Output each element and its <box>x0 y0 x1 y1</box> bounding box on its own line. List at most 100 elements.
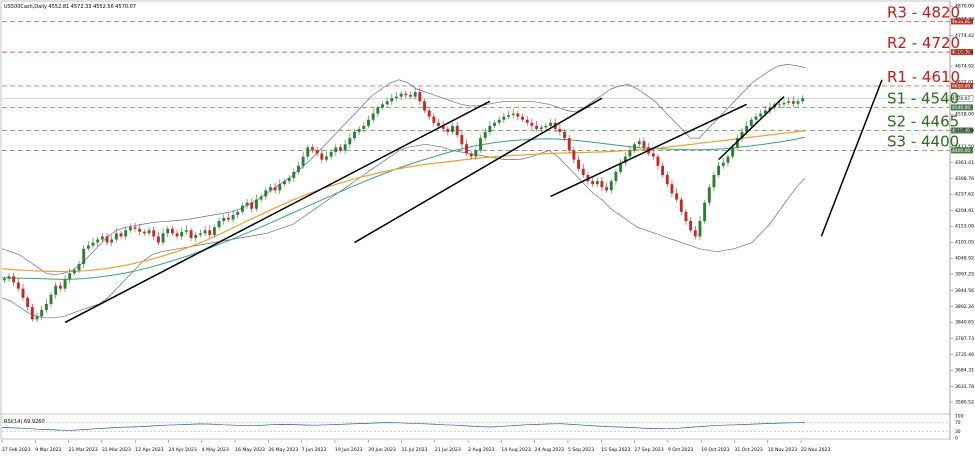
level-label: S2 - 4465 <box>887 112 959 130</box>
moving-average-orange <box>1 130 806 273</box>
y-tick-label: 3631.78 <box>955 384 974 390</box>
candle-body <box>138 228 142 232</box>
rsi-label: RSI(14) 69.9260 <box>4 419 45 425</box>
y-tick-label: 4204.91 <box>955 208 974 214</box>
candle-body <box>254 199 258 209</box>
candle-body <box>563 131 567 139</box>
trendline <box>718 96 785 161</box>
candle-body <box>642 141 646 148</box>
candle-body <box>717 165 721 175</box>
rsi-line <box>1 422 806 431</box>
candle-body <box>264 190 268 197</box>
candle-body <box>684 211 688 222</box>
candle-body <box>156 236 160 243</box>
candle-body <box>465 144 468 154</box>
candle-body <box>44 303 48 311</box>
x-tick-label: 29 Jun 2023 <box>368 447 396 453</box>
candle-body <box>91 242 95 246</box>
y-tick-label: 3735.46 <box>955 352 974 358</box>
moving-average-teal <box>2 136 806 280</box>
bollinger-lower <box>1 143 806 319</box>
candle-body <box>175 233 179 237</box>
candle-body <box>605 187 609 191</box>
y-tick-label: 4465.09 <box>955 128 974 134</box>
level-price-tag <box>951 104 973 111</box>
rsi-tick-label: 30 <box>955 429 961 435</box>
y-tick-label: 4721.51 <box>955 49 974 55</box>
y-tick-label: 3684.31 <box>955 368 974 374</box>
candle-body <box>460 135 464 145</box>
candle-body <box>572 150 576 160</box>
x-tick-label: 24 Apr 2023 <box>168 447 196 453</box>
candle-body <box>301 156 305 166</box>
candle-body <box>250 202 254 209</box>
candle-body <box>283 181 286 185</box>
candle-body <box>147 230 151 234</box>
candle-body <box>208 230 212 235</box>
candle-body <box>516 113 520 117</box>
candle-body <box>278 184 282 191</box>
candle-body <box>16 282 20 289</box>
candle-body <box>194 234 198 238</box>
candle-body <box>530 122 534 126</box>
x-tick-label: 24 Aug 2023 <box>535 447 565 453</box>
chart-header: US500Cash,Daily 4552.81 4572.33 4552.56 … <box>4 4 136 10</box>
candle-body <box>633 144 637 151</box>
candle-body <box>707 187 711 203</box>
y-tick-label: 4361.41 <box>955 160 974 166</box>
candle-body <box>371 113 375 120</box>
level-label: R1 - 4610 <box>887 68 960 86</box>
y-tick-label: 3997.25 <box>955 272 974 278</box>
candle-body <box>740 131 744 139</box>
candle-body <box>114 233 118 240</box>
x-tick-label: 9 Oct 2023 <box>668 447 694 453</box>
candle-body <box>628 150 632 157</box>
candle-body <box>2 278 6 281</box>
candle-body <box>203 230 207 234</box>
candle-body <box>488 125 492 132</box>
candle-body <box>539 127 543 129</box>
rsi-tick-label: 100 <box>955 414 964 420</box>
candle-body <box>315 150 319 154</box>
candle-body <box>49 294 53 304</box>
candle-body <box>385 101 389 105</box>
candle-body <box>320 153 324 160</box>
candle-body <box>791 101 795 104</box>
candle-body <box>451 125 454 132</box>
candle-body <box>609 181 613 191</box>
x-tick-label: 10 Nov 2023 <box>768 447 797 453</box>
y-tick-label: 4153.08 <box>955 224 974 230</box>
candle-body <box>170 228 174 234</box>
candle-body <box>525 119 529 123</box>
x-tick-label: 26 May 2023 <box>268 447 298 453</box>
candle-body <box>665 174 669 185</box>
candle-body <box>180 231 184 237</box>
y-tick-label: 4674.92 <box>955 63 974 69</box>
y-tick-label: 3787.73 <box>955 336 974 342</box>
y-tick-label: 4413.50 <box>955 144 974 150</box>
candle-body <box>777 104 781 106</box>
time-axis: 27 Feb 2023 9 Mar 2023 21 Mar 2023 31 Mar 2… <box>1 440 830 453</box>
candle-body <box>497 119 501 123</box>
level-price-tag-label: 4400.00 <box>952 148 970 154</box>
candle-body <box>297 165 300 172</box>
candle-body <box>661 165 665 175</box>
level-price-tag-label: 4720.00 <box>952 50 970 56</box>
y-tick-label: 4308.76 <box>955 176 974 182</box>
candle-body <box>577 159 581 169</box>
y-tick-label: 4870.00 <box>955 4 974 10</box>
candle-body <box>651 153 655 157</box>
y-tick-label: 4257.62 <box>955 192 974 198</box>
candle-body <box>292 171 296 179</box>
candle-body <box>409 95 412 97</box>
y-tick-label: 4622.01 <box>955 80 974 86</box>
trendline <box>820 79 883 237</box>
candle-body <box>124 230 128 237</box>
candle-body <box>441 125 445 129</box>
level-price-tag-label: 4540.00 <box>952 105 970 111</box>
candle-body <box>198 233 202 235</box>
